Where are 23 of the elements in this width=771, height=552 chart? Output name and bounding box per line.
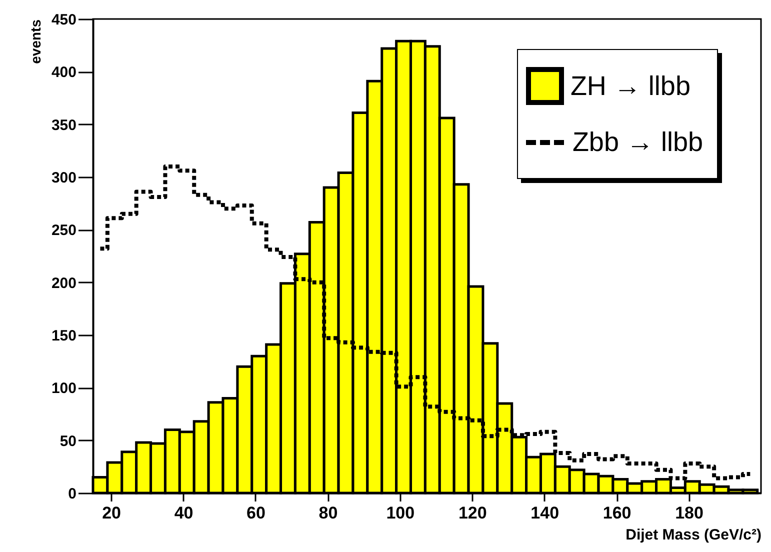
legend-label: ZH → llbb	[570, 70, 690, 102]
y-tick-label: 100	[51, 380, 76, 398]
x-tick-label: 180	[675, 504, 704, 522]
x-tick-label: 100	[386, 504, 415, 522]
x-tick-label: 120	[458, 504, 487, 522]
y-axis-title: events	[27, 19, 44, 64]
y-tick-label: 350	[51, 116, 76, 134]
x-tick-label: 80	[318, 504, 338, 522]
legend-label: Zbb → llbb	[572, 126, 703, 158]
y-tick-label: 250	[51, 222, 76, 240]
y-tick-label: 50	[60, 432, 76, 450]
x-tick-label: 20	[102, 504, 122, 522]
x-tick-label: 40	[174, 504, 194, 522]
y-tick-label: 0	[68, 486, 76, 502]
y-tick-label: 200	[51, 274, 76, 292]
x-axis-title: Dijet Mass (GeV/c²)	[626, 526, 762, 544]
x-tick-label: 160	[602, 504, 632, 522]
y-tick-label: 150	[51, 328, 76, 344]
y-tick-label: 450	[51, 12, 76, 28]
y-tick-label: 400	[51, 64, 76, 82]
x-tick-label: 60	[246, 504, 266, 522]
y-tick-label: 300	[51, 170, 76, 186]
x-tick-label: 140	[530, 504, 560, 522]
